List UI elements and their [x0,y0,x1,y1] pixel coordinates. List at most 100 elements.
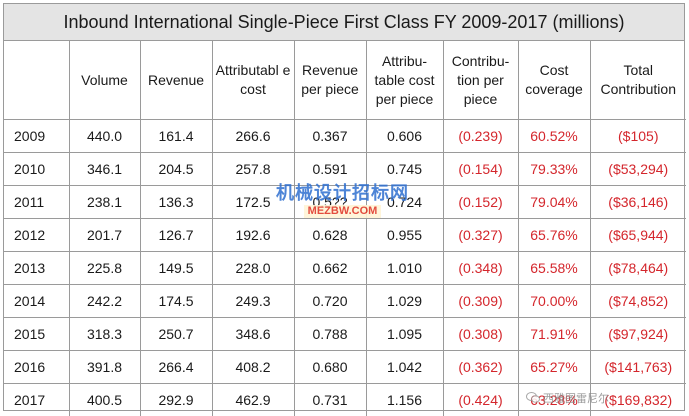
table-cell: ($65,944) [590,219,686,252]
table-cell: ($97,924) [590,318,686,351]
table-cell: (0.424) [443,384,518,416]
table-cell: ($53,294) [590,153,686,186]
table-cell: 292.9 [140,384,212,416]
table-cell: (0.309) [443,285,518,318]
table-cell: 79.33% [518,153,590,186]
table-cell: 391.8 [69,351,140,384]
table-cell: 65.76% [518,219,590,252]
table-cell: 79.04% [518,186,590,219]
table-cell: 0.5?? [294,186,366,219]
year-cell: 2015 [4,318,69,351]
table-cell: 126.7 [140,219,212,252]
year-cell: 2012 [4,219,69,252]
table-cell: 1.010 [366,252,443,285]
table-cell: ($36,146) [590,186,686,219]
header-cell: Total Contribution [590,41,686,120]
table-cell: ($78,464) [590,252,686,285]
table-cell: 257.8 [212,153,294,186]
table-cell: 400.5 [69,384,140,416]
table-cell: 242.2 [69,285,140,318]
table-cell: (0.154) [443,153,518,186]
table-cell: 204.5 [140,153,212,186]
table-title: Inbound International Single-Piece First… [4,4,684,41]
table-cell: 0.662 [294,252,366,285]
table-cell: 201.7 [69,219,140,252]
table-cell: 408.2 [212,351,294,384]
header-cell: Contribu- tion per piece [443,41,518,120]
table-cell: 225.8 [69,252,140,285]
year-cell: 2017 [4,384,69,416]
table-cell: 71.91% [518,318,590,351]
table-cell: (0.152) [443,186,518,219]
table-cell: 0.591 [294,153,366,186]
header-cell: Cost coverage [518,41,590,120]
table-cell: 1.029 [366,285,443,318]
table-cell: 0.955 [366,219,443,252]
table-cell: 136.3 [140,186,212,219]
table-cell: (0.308) [443,318,518,351]
table-cell: ($105) [590,120,686,153]
table-cell: 0.720 [294,285,366,318]
table-cell: 60.52% [518,120,590,153]
table-cell: 0.731 [294,384,366,416]
table-cell: 250.7 [140,318,212,351]
table-cell: 1.095 [366,318,443,351]
table-cell: 149.5 [140,252,212,285]
table-cell: 0.680 [294,351,366,384]
year-cell: 2016 [4,351,69,384]
table-cell: 0.745 [366,153,443,186]
table-cell: ($74,852) [590,285,686,318]
table-cell: (0.348) [443,252,518,285]
header-cell: Volume [69,41,140,120]
table-cell: 70.00% [518,285,590,318]
header-cell: Revenue [140,41,212,120]
table-cell: 1.156 [366,384,443,416]
header-cell: Attribu- table cost per piece [366,41,443,120]
table-cell: 318.3 [69,318,140,351]
table-cell: 238.1 [69,186,140,219]
table-cell: 0.724 [366,186,443,219]
table-cell: 161.4 [140,120,212,153]
table-cell: 192.6 [212,219,294,252]
table-cell: 462.9 [212,384,294,416]
table-cell: 228.0 [212,252,294,285]
wechat-account-name: 西雅图雷尼尔 [543,393,609,405]
year-cell: 2011 [4,186,69,219]
table-cell: ($141,763) [590,351,686,384]
wechat-icon [526,392,540,403]
table-cell: 65.27% [518,351,590,384]
table-cell: 0.367 [294,120,366,153]
table-cell: 65.58% [518,252,590,285]
table-cell: (0.327) [443,219,518,252]
table-cell: (0.239) [443,120,518,153]
table-cell: 346.1 [69,153,140,186]
table-cell: (0.362) [443,351,518,384]
table-cell: 249.3 [212,285,294,318]
data-table-panel: Inbound International Single-Piece First… [3,3,685,411]
header-cell: Revenue per piece [294,41,366,120]
table-cell: 1.042 [366,351,443,384]
table-cell: 266.4 [140,351,212,384]
header-cell: Attributabl e cost [212,41,294,120]
year-cell: 2010 [4,153,69,186]
table-cell: 0.628 [294,219,366,252]
table-cell: 172.5 [212,186,294,219]
table-cell: 0.788 [294,318,366,351]
year-cell: 2014 [4,285,69,318]
table-cell: 0.606 [366,120,443,153]
table-cell: 266.6 [212,120,294,153]
year-cell: 2009 [4,120,69,153]
wechat-watermark: 西雅图雷尼尔 [526,390,609,406]
year-cell: 2013 [4,252,69,285]
table-cell: 348.6 [212,318,294,351]
